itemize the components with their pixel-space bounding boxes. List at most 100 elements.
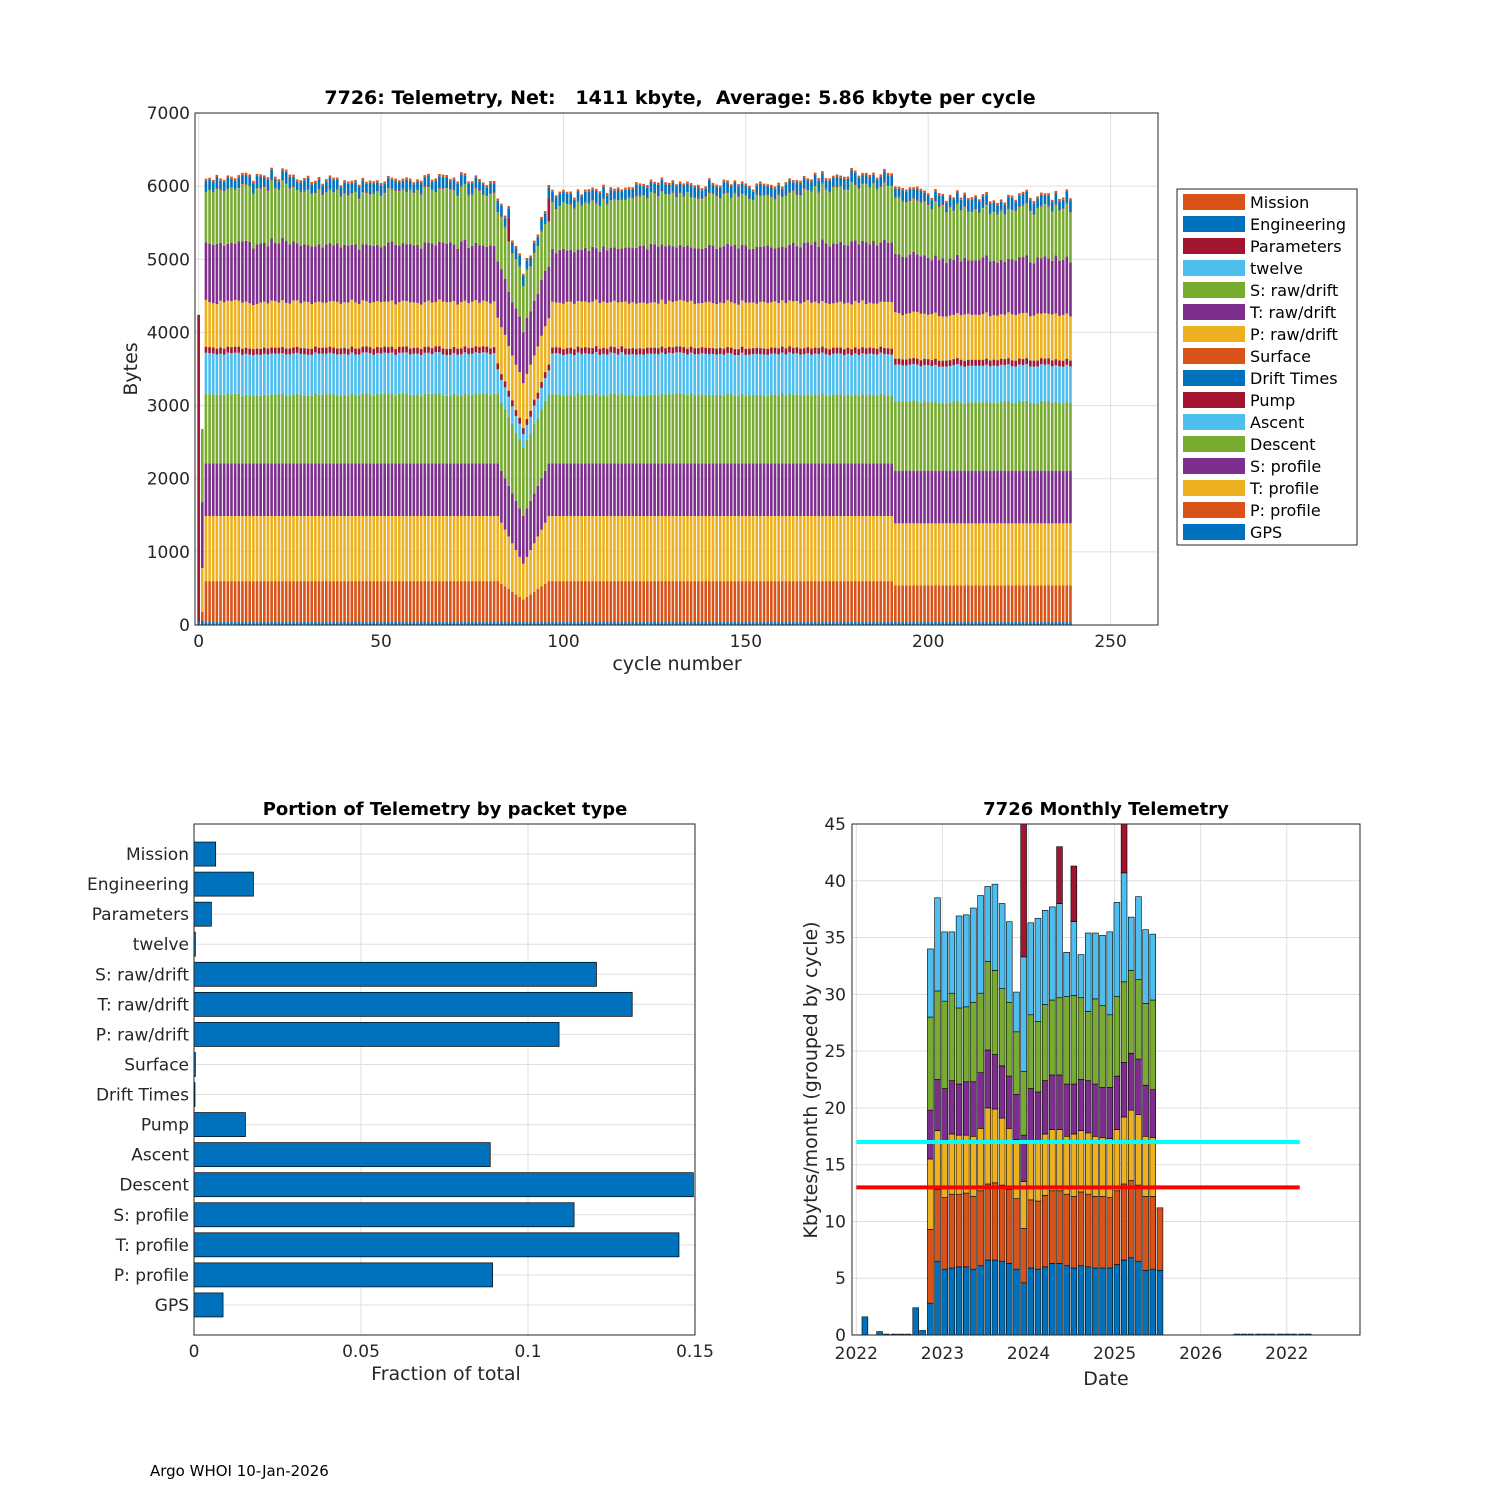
- top-bar-segment: [704, 347, 707, 354]
- br-bar-segment: [1120, 1259, 1128, 1336]
- br-bar-segment: [934, 1130, 941, 1190]
- top-bar-segment: [1058, 585, 1061, 623]
- top-bar-segment: [773, 622, 777, 625]
- top-bar-segment: [784, 516, 788, 582]
- top-bar-segment: [755, 303, 759, 348]
- top-bar-segment: [262, 175, 266, 178]
- top-bar-segment: [1043, 585, 1047, 623]
- top-bar-segment: [525, 424, 529, 440]
- top-bar-segment: [397, 352, 401, 394]
- top-bar-segment: [642, 395, 645, 464]
- top-bar-segment: [642, 183, 645, 187]
- top-bar-segment: [755, 193, 759, 195]
- top-bar-segment: [686, 622, 689, 625]
- br-bar-segment: [998, 1065, 1006, 1119]
- top-bar-segment: [215, 188, 219, 189]
- top-bar-segment: [492, 183, 496, 193]
- top-bar-segment: [343, 463, 346, 517]
- top-bar-segment: [890, 175, 894, 186]
- top-bar-segment: [751, 200, 755, 249]
- top-bar-segment: [718, 185, 722, 188]
- top-bar-segment: [376, 301, 379, 347]
- top-bar-segment: [988, 316, 992, 361]
- top-bar-segment: [959, 585, 963, 623]
- top-bar-segment: [1018, 193, 1021, 196]
- top-bar-segment: [999, 259, 1003, 315]
- top-bar-segment: [222, 245, 226, 303]
- top-bar-segment: [394, 244, 397, 305]
- top-bar-segment: [383, 622, 386, 625]
- top-bar-segment: [842, 303, 846, 349]
- top-bar-segment: [354, 348, 357, 355]
- top-ytick-label: 1000: [147, 543, 190, 563]
- top-bar-segment: [576, 581, 580, 623]
- top-bar-segment: [941, 258, 945, 317]
- top-bar-segment: [613, 516, 616, 582]
- top-bar-segment: [627, 354, 631, 396]
- top-bar-segment: [233, 180, 237, 189]
- top-bar-segment: [660, 179, 664, 191]
- top-bar-segment: [638, 516, 642, 582]
- top-bar-segment: [514, 259, 518, 309]
- top-bar-segment: [711, 185, 715, 193]
- top-bar-segment: [1061, 208, 1065, 209]
- top-bar-segment: [529, 255, 532, 258]
- top-bar-segment: [481, 193, 485, 195]
- top-bar-segment: [937, 195, 941, 206]
- top-bar-segment: [306, 581, 310, 623]
- top-bar-segment: [273, 242, 277, 302]
- top-bar-segment: [368, 463, 372, 517]
- top-bar-segment: [879, 186, 883, 187]
- top-bar-segment: [664, 516, 667, 582]
- top-bar-segment: [445, 175, 449, 178]
- top-bar-segment: [996, 214, 999, 263]
- bl-ytick-label: P: profile: [114, 1266, 189, 1286]
- top-bar-segment: [638, 622, 642, 625]
- top-bar-segment: [299, 394, 303, 464]
- top-bar-segment: [1043, 401, 1047, 471]
- top-bar-segment: [343, 302, 346, 348]
- top-bar-segment: [930, 314, 934, 360]
- top-bar-segment: [529, 311, 532, 365]
- top-bar-segment: [284, 354, 288, 396]
- top-bar-segment: [1014, 209, 1018, 211]
- top-bar-segment: [222, 348, 226, 355]
- top-bar-segment: [332, 192, 335, 246]
- top-bar-segment: [740, 516, 744, 582]
- top-bar-segment: [518, 622, 521, 625]
- top-bar-segment: [886, 354, 890, 396]
- top-bar-segment: [689, 185, 693, 197]
- top-bar-segment: [646, 198, 649, 250]
- top-bar-segment: [616, 581, 620, 623]
- top-bar-segment: [850, 395, 853, 464]
- top-bar-segment: [481, 194, 485, 246]
- br-bar-segment: [934, 990, 941, 1080]
- top-bar-segment: [901, 365, 904, 402]
- top-bar-segment: [985, 255, 988, 313]
- br-bar-segment: [1128, 1109, 1135, 1181]
- top-bar-segment: [467, 395, 470, 464]
- top-bar-segment: [850, 182, 853, 242]
- top-bar-segment: [894, 358, 897, 365]
- top-bar-segment: [321, 394, 324, 464]
- top-bar-segment: [791, 463, 795, 517]
- top-bar-segment: [335, 179, 339, 189]
- top-bar-segment: [733, 244, 737, 304]
- top-bar-segment: [605, 354, 609, 396]
- top-bar-segment: [1058, 199, 1061, 202]
- top-bar-segment: [467, 183, 470, 195]
- top-bar-segment: [624, 187, 627, 190]
- top-bar-segment: [430, 189, 434, 190]
- top-bar-segment: [372, 516, 376, 582]
- br-ytick-label: 5: [835, 1269, 846, 1289]
- top-bar-segment: [594, 202, 598, 204]
- top-bar-segment: [452, 177, 456, 180]
- top-bar-segment: [1039, 585, 1043, 623]
- br-bar-segment: [861, 1316, 869, 1336]
- top-bar-segment: [926, 204, 930, 258]
- top-bar-segment: [1014, 585, 1018, 623]
- top-bar-segment: [222, 463, 226, 517]
- top-bar-segment: [339, 247, 343, 304]
- top-bar-segment: [810, 581, 813, 623]
- top-bar-segment: [332, 245, 335, 302]
